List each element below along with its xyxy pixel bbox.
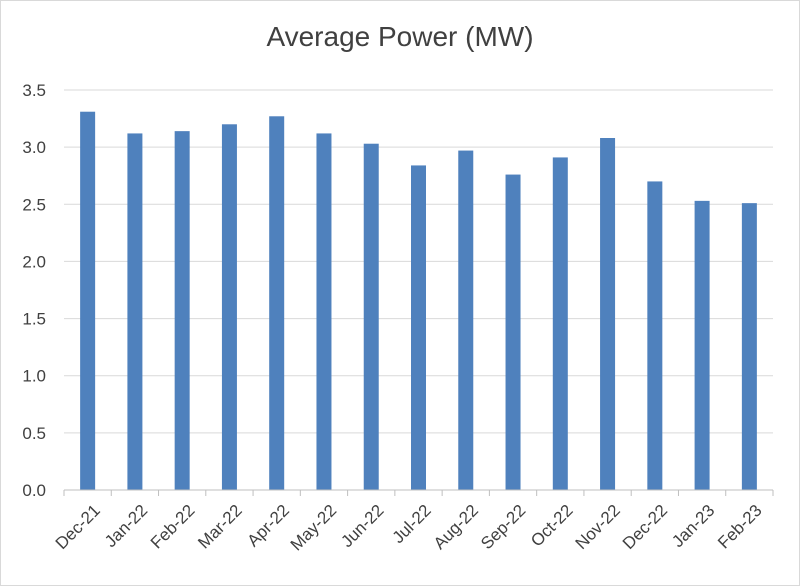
y-tick-labels: 0.0 0.5 1.0 1.5 2.0 2.5 3.0 3.5 [22,81,46,500]
x-tick-label: Feb-23 [714,501,766,553]
bar [269,116,285,491]
bar [127,133,143,490]
y-tick-label: 1.0 [22,367,46,386]
bar [552,157,568,490]
x-tick-label: Dec-22 [619,501,671,553]
bar [647,181,663,490]
bar [411,165,426,490]
bars [80,111,757,491]
y-tick-label: 3.0 [22,138,46,157]
bar [694,200,710,490]
y-tick-label: 3.5 [22,81,46,100]
y-tick-label: 0.5 [22,424,46,443]
x-tick-label: Jul-22 [389,501,435,547]
chart-title: Average Power (MW) [266,21,534,52]
x-tick-label: Nov-22 [572,501,624,553]
y-tick-label: 1.5 [22,310,46,329]
bar [80,111,96,490]
axes [63,489,774,496]
x-tick-label: Aug-22 [430,501,482,553]
x-tick-label: May-22 [287,501,341,555]
x-tick-label: Dec-21 [52,501,104,553]
x-tick-label: Oct-22 [527,501,577,551]
x-tick-label: Jan-22 [101,501,151,551]
bar [316,133,332,490]
bar [221,124,237,491]
y-tick-label: 2.5 [22,195,46,214]
y-tick-label: 2.0 [22,252,46,271]
x-tick-label: Mar-22 [194,501,246,553]
bar [741,203,757,490]
y-tick-label: 0.0 [22,481,46,500]
bar [174,131,190,490]
x-tick-label: Jan-23 [668,501,718,551]
x-tick-label: Sep-22 [477,501,529,553]
bar [600,138,616,490]
bar [458,150,474,491]
x-tick-labels: Dec-21Jan-22Feb-22Mar-22Apr-22May-22Jun-… [52,501,766,555]
x-tick-label: Feb-22 [147,501,199,553]
bar [505,174,521,491]
bar [363,143,379,490]
x-tick-label: Apr-22 [243,501,293,551]
x-tick-label: Jun-22 [337,501,387,551]
